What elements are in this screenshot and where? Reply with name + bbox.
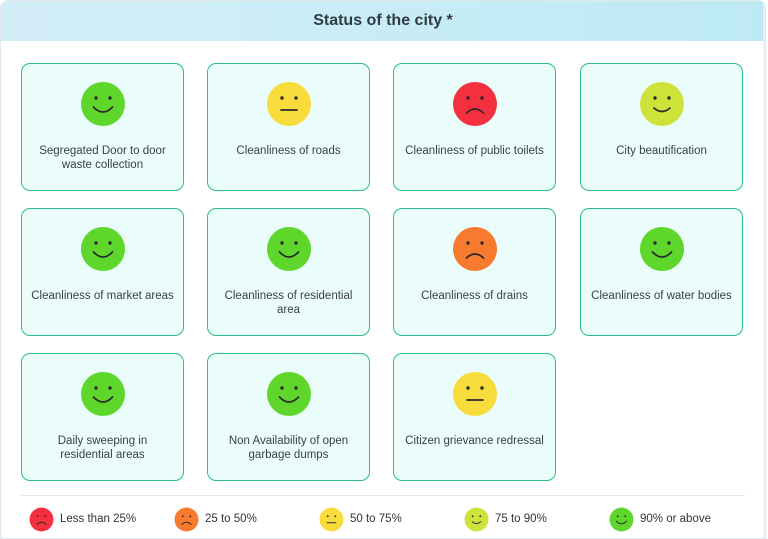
legend-50-to-75: 50 to 75% xyxy=(319,505,402,533)
legend-label: 75 to 90% xyxy=(495,513,547,525)
card-label: Non Availability of open garbage dumps xyxy=(228,435,349,461)
panel-title: Status of the city * xyxy=(313,12,453,29)
card-label: Segregated Door to door waste collection xyxy=(39,145,166,171)
smile-face-icon xyxy=(464,507,489,531)
card-label: Cleanliness of residential area xyxy=(224,290,353,316)
sad-face-icon xyxy=(174,507,199,531)
status-card-residential-area[interactable]: Cleanliness of residential area xyxy=(207,208,370,336)
status-card-public-toilets[interactable]: Cleanliness of public toilets xyxy=(393,63,556,191)
happy-face-icon xyxy=(267,227,311,271)
status-card-daily-sweeping[interactable]: Daily sweeping in residential areas xyxy=(21,353,184,481)
happy-face-icon xyxy=(640,227,684,271)
legend-25-to-50: 25 to 50% xyxy=(174,505,257,533)
legend-label: 50 to 75% xyxy=(350,513,402,525)
legend-divider xyxy=(21,495,745,496)
legend-label: Less than 25% xyxy=(60,513,137,525)
status-card-city-beautification[interactable]: City beautification xyxy=(580,63,743,191)
card-label: Daily sweeping in residential areas xyxy=(57,435,148,461)
sad-face-icon xyxy=(29,507,54,531)
legend-75-to-90: 75 to 90% xyxy=(464,505,547,533)
neutral-face-icon xyxy=(453,372,497,416)
status-card-drains[interactable]: Cleanliness of drains xyxy=(393,208,556,336)
sad-face-icon xyxy=(453,82,497,126)
status-card-grievance-redressal[interactable]: Citizen grievance redressal xyxy=(393,353,556,481)
happy-face-icon xyxy=(267,372,311,416)
card-label: Cleanliness of market areas xyxy=(31,290,174,302)
sad-face-icon xyxy=(453,227,497,271)
legend-90-or-above: 90% or above xyxy=(609,505,711,533)
status-card-door-to-door-collection[interactable]: Segregated Door to door waste collection xyxy=(21,63,184,191)
happy-face-icon xyxy=(609,507,634,531)
legend-less-than-25: Less than 25% xyxy=(29,505,136,533)
neutral-face-icon xyxy=(319,507,344,531)
card-label: Cleanliness of water bodies xyxy=(591,290,732,302)
card-label: Cleanliness of roads xyxy=(236,145,341,157)
status-card-market-areas[interactable]: Cleanliness of market areas xyxy=(21,208,184,336)
card-label: City beautification xyxy=(616,145,707,157)
happy-face-icon xyxy=(81,227,125,271)
neutral-face-icon xyxy=(267,82,311,126)
legend-label: 25 to 50% xyxy=(205,513,257,525)
status-card-water-bodies[interactable]: Cleanliness of water bodies xyxy=(580,208,743,336)
panel-header: Status of the city * xyxy=(1,1,765,41)
legend-label: 90% or above xyxy=(640,513,711,525)
card-label: Cleanliness of public toilets xyxy=(405,145,544,157)
happy-face-icon xyxy=(81,82,125,126)
scrollbar[interactable] xyxy=(763,1,765,538)
happy-face-icon xyxy=(81,372,125,416)
card-label: Cleanliness of drains xyxy=(421,290,528,302)
card-label: Citizen grievance redressal xyxy=(405,435,544,447)
smile-face-icon xyxy=(640,82,684,126)
status-card-cleanliness-roads[interactable]: Cleanliness of roads xyxy=(207,63,370,191)
status-card-garbage-dumps[interactable]: Non Availability of open garbage dumps xyxy=(207,353,370,481)
